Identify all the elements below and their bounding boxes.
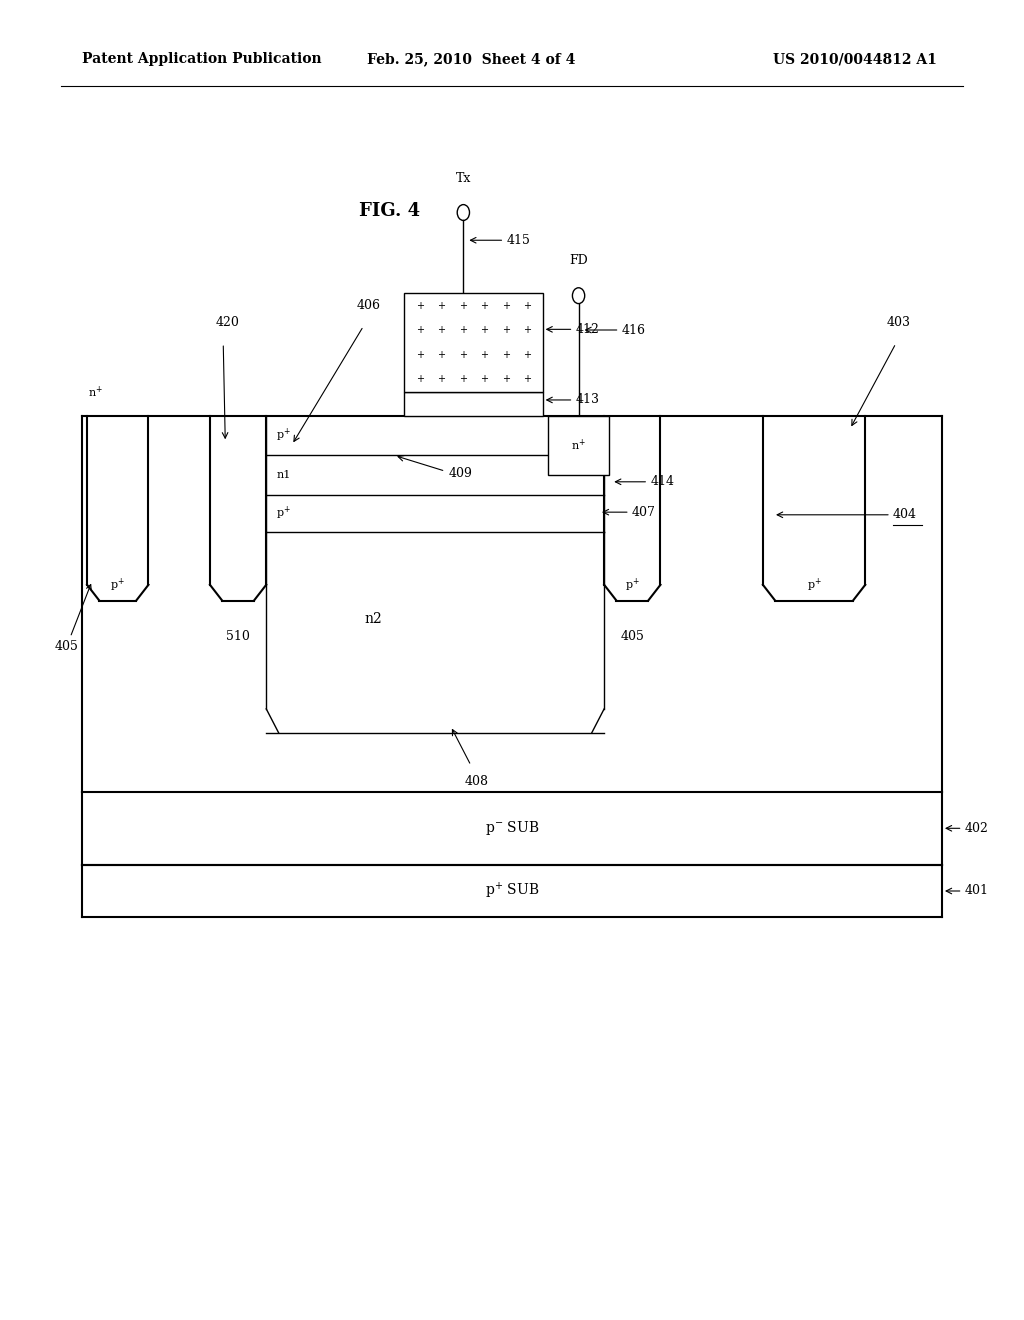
Text: n$^{+}$: n$^{+}$ — [88, 384, 102, 400]
Bar — [404, 293, 543, 392]
Bar — [404, 392, 543, 416]
Text: +: + — [480, 301, 488, 312]
Text: 416: 416 — [622, 323, 645, 337]
Text: p$^{+}$: p$^{+}$ — [807, 577, 821, 594]
Text: p$^{+}$: p$^{+}$ — [276, 426, 291, 445]
Text: +: + — [437, 326, 445, 335]
Text: 408: 408 — [464, 775, 488, 788]
Text: 414: 414 — [650, 475, 674, 488]
Text: +: + — [523, 350, 531, 359]
Text: FD: FD — [569, 253, 588, 267]
Text: n1: n1 — [276, 470, 291, 480]
Text: Patent Application Publication: Patent Application Publication — [82, 53, 322, 66]
Text: 407: 407 — [632, 506, 655, 519]
Text: +: + — [416, 374, 424, 384]
Text: +: + — [416, 350, 424, 359]
Text: Feb. 25, 2010  Sheet 4 of 4: Feb. 25, 2010 Sheet 4 of 4 — [367, 53, 575, 66]
Text: 413: 413 — [575, 393, 599, 407]
Text: 402: 402 — [965, 822, 988, 834]
Text: 403: 403 — [887, 315, 911, 329]
Text: +: + — [480, 326, 488, 335]
Text: 401: 401 — [965, 884, 988, 898]
Bar — [548, 416, 609, 475]
Text: +: + — [523, 301, 531, 312]
Text: +: + — [459, 301, 467, 312]
Text: n2: n2 — [365, 612, 383, 626]
Text: +: + — [502, 301, 510, 312]
Text: 420: 420 — [215, 315, 240, 329]
Text: +: + — [459, 326, 467, 335]
Text: +: + — [523, 374, 531, 384]
Text: +: + — [416, 326, 424, 335]
Text: +: + — [523, 326, 531, 335]
Text: 404: 404 — [893, 508, 916, 521]
Text: n$^{+}$: n$^{+}$ — [571, 438, 586, 453]
Text: +: + — [416, 301, 424, 312]
Text: +: + — [502, 326, 510, 335]
Text: p$^{+}$: p$^{+}$ — [111, 577, 125, 594]
Text: p$^{+}$ SUB: p$^{+}$ SUB — [484, 880, 540, 902]
Text: +: + — [480, 374, 488, 384]
Text: 510: 510 — [226, 630, 250, 643]
Text: 412: 412 — [575, 323, 599, 335]
Text: +: + — [502, 374, 510, 384]
Text: Tx: Tx — [456, 172, 471, 185]
Text: 405: 405 — [621, 630, 644, 643]
Text: 405: 405 — [54, 585, 91, 653]
Text: +: + — [437, 350, 445, 359]
Text: FIG. 4: FIG. 4 — [358, 202, 420, 220]
Text: +: + — [480, 350, 488, 359]
Text: +: + — [437, 301, 445, 312]
Text: 415: 415 — [506, 234, 530, 247]
Text: +: + — [502, 350, 510, 359]
Text: +: + — [459, 374, 467, 384]
Text: p$^{-}$ SUB: p$^{-}$ SUB — [484, 820, 540, 837]
Text: p$^{+}$: p$^{+}$ — [625, 577, 640, 594]
Text: p$^{+}$: p$^{+}$ — [276, 504, 291, 523]
Text: 406: 406 — [356, 298, 381, 312]
Text: +: + — [437, 374, 445, 384]
Text: +: + — [459, 350, 467, 359]
Text: US 2010/0044812 A1: US 2010/0044812 A1 — [773, 53, 937, 66]
Text: 409: 409 — [449, 467, 472, 480]
